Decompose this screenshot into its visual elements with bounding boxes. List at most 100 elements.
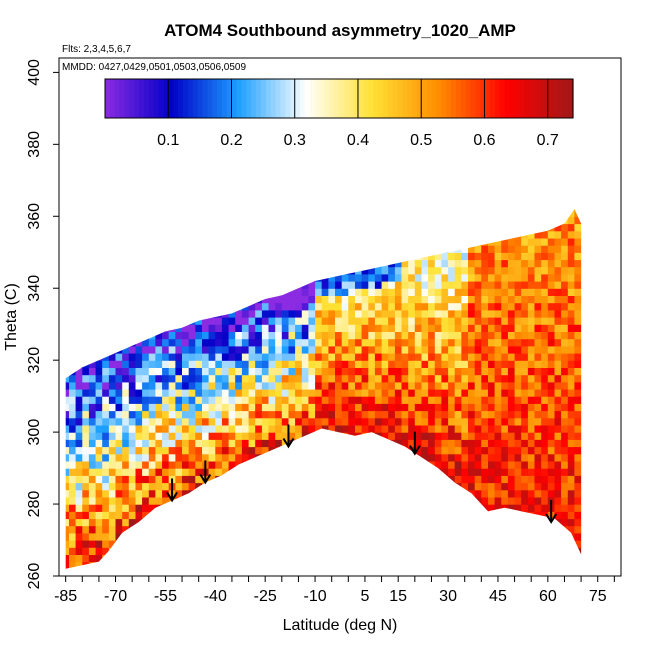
heat-cell — [202, 540, 210, 548]
heat-cell — [414, 525, 423, 534]
heat-cell — [315, 475, 323, 484]
heat-cell — [474, 338, 482, 347]
heat-cell — [461, 453, 469, 462]
heat-cell — [135, 468, 143, 476]
heat-cell — [235, 381, 243, 390]
heat-cell — [441, 475, 449, 484]
heat-cell — [281, 554, 290, 563]
heat-cell — [88, 554, 97, 563]
heat-cell — [321, 295, 329, 304]
heat-cell — [128, 554, 137, 563]
heat-cell — [102, 446, 110, 455]
heat-cell — [108, 209, 117, 217]
colorbar-cell — [514, 79, 520, 118]
heat-cell — [421, 388, 429, 397]
heat-cell — [162, 295, 170, 304]
heat-cell — [135, 504, 143, 512]
heat-cell — [335, 381, 343, 390]
heat-cell — [321, 417, 329, 426]
heat-cell — [514, 511, 522, 520]
heat-cell — [588, 497, 595, 505]
heat-cell — [122, 216, 130, 225]
heat-cell — [122, 518, 130, 527]
heat-cell — [268, 439, 276, 448]
heat-cell — [148, 353, 157, 361]
heat-cell — [488, 468, 496, 476]
heat-cell — [102, 309, 110, 318]
heat-cell — [188, 468, 196, 476]
heat-cell — [235, 237, 243, 246]
heat-cell — [408, 338, 416, 347]
heat-cell — [102, 266, 110, 275]
heat-cell — [461, 237, 469, 246]
colorbar-cell — [153, 79, 160, 118]
heat-cell — [162, 353, 170, 361]
heat-cell — [255, 439, 263, 448]
heat-cell — [554, 317, 562, 325]
heat-cell — [421, 223, 429, 232]
heat-cell — [414, 511, 423, 520]
heat-cell — [454, 540, 462, 548]
heat-cell — [554, 554, 562, 563]
heat-cell — [534, 360, 542, 368]
heat-cell — [69, 266, 77, 275]
heat-cell — [168, 281, 176, 289]
heat-cell — [255, 532, 263, 541]
heat-cell — [175, 288, 183, 296]
heat-cell — [355, 252, 363, 261]
heat-cell — [122, 195, 129, 203]
heat-cell — [255, 345, 263, 354]
heat-cell — [348, 288, 356, 296]
heat-cell — [315, 410, 323, 419]
heat-cell — [554, 511, 562, 520]
heat-cell — [241, 266, 250, 275]
heat-cell — [175, 317, 183, 325]
heat-cell — [421, 273, 429, 282]
heat-cell — [215, 381, 223, 390]
heat-cell — [588, 425, 595, 433]
heat-cell — [588, 382, 595, 390]
heat-cell — [188, 417, 196, 426]
heat-cell — [281, 496, 290, 505]
heat-cell — [454, 237, 462, 246]
heat-cell — [162, 460, 170, 469]
heat-cell — [507, 540, 516, 548]
heat-cell — [547, 209, 556, 217]
heat-cell — [275, 439, 283, 448]
heat-cell — [547, 288, 556, 296]
heat-cell — [122, 381, 130, 390]
heat-cell — [488, 424, 496, 433]
heat-cell — [494, 353, 502, 361]
heat-cell — [554, 245, 562, 253]
heat-cell — [321, 302, 329, 311]
heat-cell — [488, 302, 496, 311]
heat-cell — [361, 496, 369, 505]
heat-cell — [241, 439, 250, 448]
heat-cell — [561, 324, 569, 332]
heat-cell — [328, 209, 336, 217]
heat-cell — [135, 302, 143, 311]
heat-cell — [501, 317, 509, 325]
heat-cell — [368, 345, 376, 354]
heat-cell — [95, 266, 103, 275]
heat-cell — [95, 259, 103, 268]
heat-cell — [421, 410, 429, 419]
heat-cell — [368, 432, 376, 440]
heat-cell — [461, 252, 469, 261]
heat-cell — [408, 223, 416, 232]
heat-cell — [195, 424, 203, 433]
heat-cell — [514, 388, 522, 397]
heat-cell — [82, 353, 90, 361]
heat-cell — [501, 302, 509, 311]
heat-cell — [401, 547, 409, 555]
heat-cell — [95, 504, 103, 512]
heat-cell — [135, 216, 143, 225]
heat-cell — [135, 288, 143, 296]
heat-cell — [434, 367, 443, 376]
heat-cell — [561, 331, 569, 340]
heat-cell — [527, 345, 536, 354]
heat-cell — [408, 525, 416, 534]
heat-cell — [441, 281, 449, 289]
heat-cell — [288, 338, 296, 347]
heat-cell — [255, 317, 263, 325]
